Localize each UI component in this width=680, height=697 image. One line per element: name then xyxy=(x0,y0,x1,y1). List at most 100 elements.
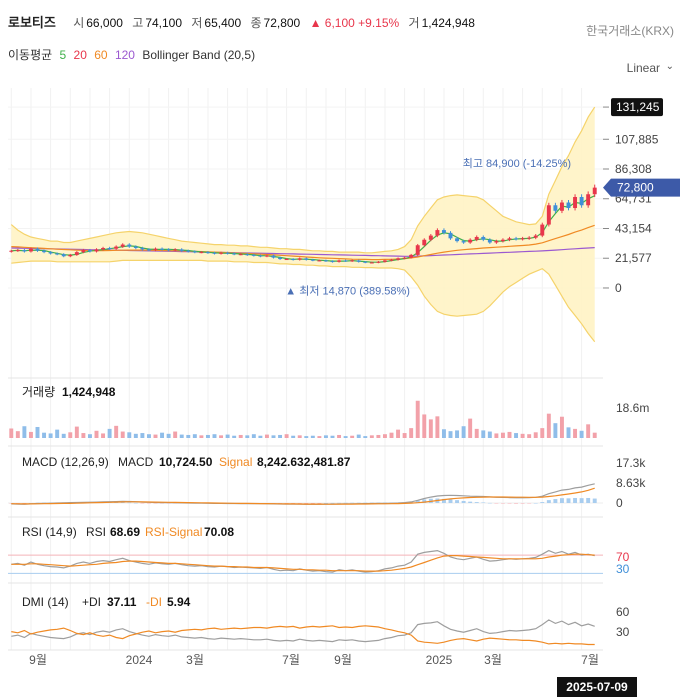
volume-bar xyxy=(592,432,597,438)
candle-body xyxy=(133,246,138,248)
macd-histogram-bar xyxy=(573,497,578,503)
candle-body xyxy=(166,249,171,251)
price-tick-label: 43,154 xyxy=(615,221,652,235)
candle-body xyxy=(474,236,479,240)
x-label: 7월 xyxy=(581,653,599,667)
macd-histogram-bar xyxy=(514,503,519,504)
candles xyxy=(9,184,597,264)
crosshair-date: 2025-07-09 xyxy=(557,677,637,697)
volume-bar xyxy=(114,425,119,438)
volume-bar xyxy=(192,434,197,438)
ma-label: 이동평균 xyxy=(8,48,53,62)
rsi-lines xyxy=(8,549,603,574)
candle-body xyxy=(323,260,328,262)
volume-bar xyxy=(278,434,283,438)
macd-histogram-bar xyxy=(28,503,33,504)
macd-histogram-bar xyxy=(527,503,532,504)
volume-bar xyxy=(428,419,433,438)
candle-body xyxy=(461,241,466,243)
candle-body xyxy=(48,252,53,254)
candle-body xyxy=(533,235,538,238)
x-label: 2025 xyxy=(426,653,453,667)
dmi-lines xyxy=(11,619,595,646)
macd-histogram-bar xyxy=(415,500,420,503)
volume-bar xyxy=(160,432,165,438)
macd-histogram-bar xyxy=(455,500,460,503)
volume-bar xyxy=(566,427,571,438)
macd-histogram-bar xyxy=(546,500,551,503)
candle-body xyxy=(238,254,243,256)
macd-histogram-bar xyxy=(127,502,132,504)
mdi-line xyxy=(11,625,595,646)
bollinger-fill xyxy=(11,107,595,342)
macd-histogram-bar xyxy=(500,503,505,504)
macd-histogram-bar xyxy=(317,503,322,504)
volume-bar xyxy=(166,433,171,438)
candle-body xyxy=(35,248,40,251)
macd-axis-mid: 8.63k xyxy=(616,476,646,490)
price-tick-label: 86,308 xyxy=(615,162,652,176)
candle-body xyxy=(120,244,125,247)
x-label: 3월 xyxy=(186,653,204,667)
volume-bar xyxy=(297,435,302,438)
candle-body xyxy=(402,257,407,259)
ma120-label: 120 xyxy=(114,48,135,62)
candle-body xyxy=(186,250,191,252)
volume-bar xyxy=(323,435,328,438)
macd-histogram-bar xyxy=(140,503,145,504)
volume-title: 거래량 xyxy=(22,385,55,399)
candle-body xyxy=(337,260,342,262)
candle-body xyxy=(127,244,132,247)
macd-histogram-bar xyxy=(330,502,335,504)
volume-axis-label: 18.6m xyxy=(616,401,649,415)
candle-body xyxy=(579,197,584,206)
volume-bar xyxy=(22,426,27,438)
volume-bar xyxy=(225,434,230,438)
chevron-down-icon[interactable]: ⌄ xyxy=(665,61,674,72)
low-annotation: ▲ 최저 14,870 (389.58%) xyxy=(285,284,410,297)
price-tick-label: 107,885 xyxy=(615,132,659,146)
rsi-signal-label: RSI-Signal xyxy=(145,525,202,539)
macd-axis-zero: 0 xyxy=(616,496,623,510)
candle-body xyxy=(160,248,165,250)
x-label: 7월 xyxy=(282,653,300,667)
indicator-legend[interactable]: 이동평균 5 20 60 120 Bollinger Band (20,5) xyxy=(8,46,259,63)
macd-histogram-bar xyxy=(540,502,545,503)
candle-body xyxy=(409,254,414,258)
candle-body xyxy=(225,252,230,254)
volume-bar xyxy=(48,433,53,438)
mdi-value: 5.94 xyxy=(167,595,191,609)
signal-value: 8,242.632,481.87 xyxy=(257,455,351,469)
candle-body xyxy=(441,230,446,233)
candle-body xyxy=(500,239,505,242)
candle-body xyxy=(9,250,14,252)
macd-histogram-bar xyxy=(579,498,584,503)
volume-bar xyxy=(284,434,289,438)
volume-bar xyxy=(258,435,263,438)
volume-bar xyxy=(199,435,204,438)
macd-histogram-bar xyxy=(553,499,558,503)
volume-bar xyxy=(520,433,525,438)
candle-body xyxy=(396,258,401,260)
candle-body xyxy=(22,250,27,252)
macd-histogram-bar xyxy=(474,502,479,503)
macd-histogram-bar xyxy=(146,503,151,504)
volume-bar xyxy=(435,416,440,438)
macd-histogram-bar xyxy=(461,500,466,503)
pdi-line xyxy=(11,619,595,643)
volume-bar xyxy=(15,431,20,438)
volume-bar xyxy=(573,428,578,438)
macd-lines xyxy=(8,483,603,505)
candle-body xyxy=(258,255,263,257)
volume-bar xyxy=(153,434,158,438)
macd-histogram-bar xyxy=(533,503,538,504)
candle-body xyxy=(448,232,453,239)
ma5-label: 5 xyxy=(59,48,67,62)
candle-body xyxy=(343,260,348,262)
volume-bar xyxy=(304,436,309,438)
scale-mode-button[interactable]: Linear xyxy=(626,61,660,75)
macd-signal-line xyxy=(11,487,595,505)
candle-body xyxy=(363,261,368,263)
